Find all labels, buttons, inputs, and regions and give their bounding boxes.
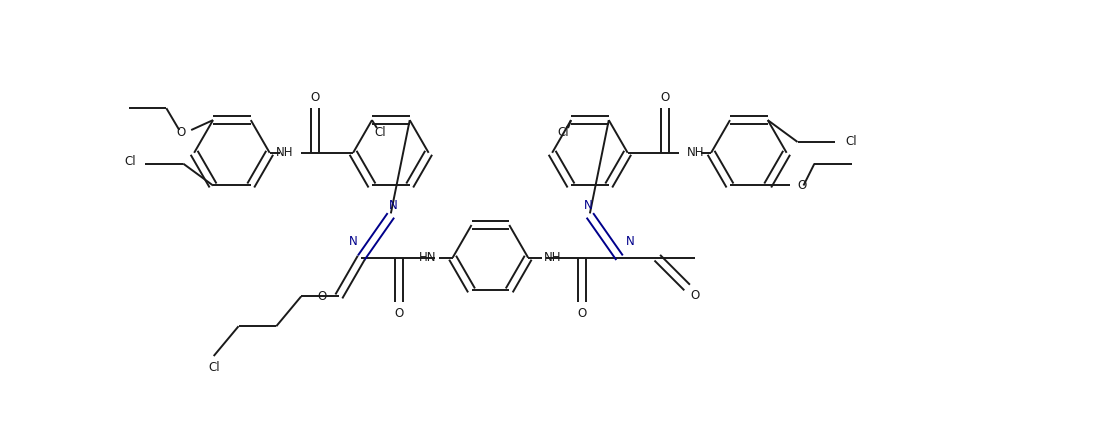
Text: Cl: Cl xyxy=(374,126,386,138)
Text: Cl: Cl xyxy=(557,126,569,138)
Text: O: O xyxy=(577,307,587,320)
Text: O: O xyxy=(176,126,185,138)
Text: NH: NH xyxy=(687,146,704,159)
Text: O: O xyxy=(318,290,327,303)
Text: O: O xyxy=(310,91,320,104)
Text: O: O xyxy=(660,91,670,104)
Text: N: N xyxy=(388,199,397,212)
Text: HN: HN xyxy=(419,251,437,264)
Text: N: N xyxy=(584,199,592,212)
Text: O: O xyxy=(690,289,700,302)
Text: N: N xyxy=(349,235,358,248)
Text: NH: NH xyxy=(276,146,294,159)
Text: O: O xyxy=(798,179,806,192)
Text: Cl: Cl xyxy=(124,155,136,168)
Text: N: N xyxy=(625,235,634,248)
Text: O: O xyxy=(394,307,404,320)
Text: NH: NH xyxy=(544,251,562,264)
Text: Cl: Cl xyxy=(845,135,857,149)
Text: Cl: Cl xyxy=(208,361,219,374)
